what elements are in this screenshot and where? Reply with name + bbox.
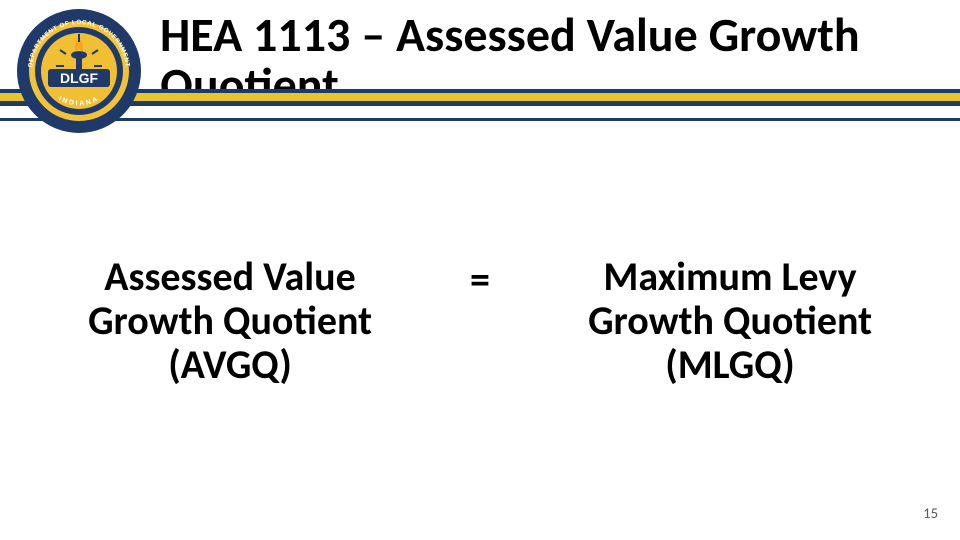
header-stripes [0, 89, 960, 121]
page-number: 15 [923, 504, 938, 522]
stripe-2 [0, 93, 960, 101]
right-line-1: Maximum Levy [540, 255, 920, 299]
left-line-3: (AVGQ) [40, 343, 420, 387]
left-line-2: Growth Quotient [40, 299, 420, 343]
right-line-2: Growth Quotient [540, 299, 920, 343]
equation-left-term: Assessed Value Growth Quotient (AVGQ) [40, 255, 420, 387]
equals-sign: = [420, 255, 540, 304]
seal-center-text: DLGF [60, 70, 99, 86]
agency-seal: DLGF DEPARTMENT OF LOCAL GOVERNMENT INDI… [16, 8, 142, 139]
slide: HEA 1113 – Assessed Value Growth Quotien… [0, 0, 960, 540]
left-line-1: Assessed Value [40, 255, 420, 299]
stripe-5 [0, 118, 960, 121]
right-line-3: (MLGQ) [540, 343, 920, 387]
stripe-4 [0, 106, 960, 118]
equation-row: Assessed Value Growth Quotient (AVGQ) = … [0, 255, 960, 387]
equation-right-term: Maximum Levy Growth Quotient (MLGQ) [540, 255, 920, 387]
seal-icon: DLGF DEPARTMENT OF LOCAL GOVERNMENT INDI… [16, 8, 142, 134]
